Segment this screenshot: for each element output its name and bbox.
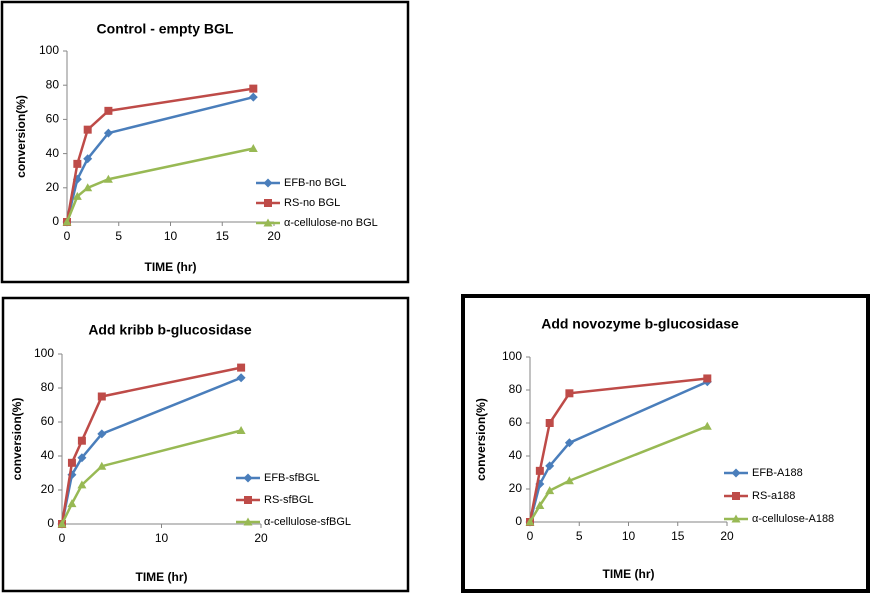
y-tick-label: 0 [52,214,59,228]
marker [67,499,77,508]
legend-label: α-cellulose-sfBGL [264,516,351,528]
marker [249,84,258,93]
marker [248,92,258,102]
y-tick-label: 20 [41,482,55,496]
marker [525,517,535,526]
y-tick-label: 20 [509,481,523,495]
legend-marker [263,178,273,188]
marker [535,466,544,475]
marker [97,461,107,470]
y-tick-label: 0 [515,514,522,528]
marker [83,154,93,164]
marker [62,217,72,226]
marker [77,480,87,489]
marker [67,458,76,467]
marker [564,438,574,448]
y-tick-label: 40 [41,448,55,462]
legend-label: RS-a188 [752,490,795,502]
x-tick-label: 5 [576,529,583,543]
x-tick-label: 5 [115,229,122,243]
marker [236,373,246,383]
marker [77,436,86,445]
y-tick-label: 80 [509,382,523,396]
x-tick-label: 0 [527,529,534,543]
marker [83,125,92,134]
marker [535,501,545,509]
chart-frame [0,0,410,284]
marker [72,191,82,200]
x-tick-label: 20 [254,531,268,545]
marker [57,519,67,528]
legend-label: EFB-no BGL [284,177,346,189]
marker [702,421,712,430]
y-tick-label: 60 [46,112,60,126]
marker [545,486,555,495]
x-axis-label: TIME (hr) [145,260,197,274]
y-tick-label: 100 [34,346,54,360]
legend-marker [264,199,272,207]
marker [545,461,555,471]
x-axis-label: TIME (hr) [603,567,655,581]
legend-marker [731,468,741,478]
marker [77,453,87,463]
x-tick-label: 15 [671,529,685,543]
x-tick-label: 20 [267,229,281,243]
x-tick-label: 0 [64,229,71,243]
legend-label: EFB-A188 [752,467,803,479]
y-axis-label: conversion(%) [10,398,24,481]
marker [83,183,93,192]
y-tick-label: 80 [46,77,60,91]
marker [237,363,246,372]
x-tick-label: 20 [720,529,734,543]
marker [564,476,574,485]
legend-marker [263,218,273,227]
y-axis-label: conversion(%) [474,398,488,481]
y-tick-label: 0 [47,516,54,530]
legend-label: RS-sfBGL [264,494,314,506]
marker [545,419,554,427]
marker [248,143,258,152]
legend-label: RS-no BGL [284,197,340,209]
x-axis-label: TIME (hr) [136,570,188,584]
legend-marker [732,492,740,500]
chart-title: Add kribb b-glucosidase [88,322,252,338]
x-tick-label: 0 [59,531,66,545]
chart-frame [1,296,410,593]
chart-title: Control - empty BGL [97,21,234,37]
marker [97,392,106,401]
legend-marker [731,514,741,523]
legend-label: α-cellulose-no BGL [284,217,378,229]
marker [103,128,113,138]
legend-marker [243,473,253,483]
marker [703,374,712,383]
x-tick-label: 10 [164,229,178,243]
y-tick-label: 60 [509,415,523,429]
marker [565,389,574,398]
legend-marker [244,496,252,504]
y-tick-label: 100 [502,349,522,363]
chart-title: Add novozyme b-glucosidase [541,316,739,332]
legend-label: EFB-sfBGL [264,472,320,484]
y-tick-label: 60 [41,414,55,428]
y-tick-label: 20 [46,180,60,194]
marker [103,174,113,183]
x-tick-label: 10 [622,529,636,543]
marker [73,159,82,168]
x-tick-label: 15 [216,229,230,243]
legend-marker [243,517,253,526]
marker [97,429,107,439]
legend-label: α-cellulose-A188 [752,513,834,525]
marker [104,106,113,115]
y-tick-label: 100 [39,43,59,57]
y-tick-label: 80 [41,380,55,394]
y-tick-label: 40 [509,448,523,462]
y-tick-label: 40 [46,146,60,160]
x-tick-label: 10 [155,531,169,545]
marker [236,426,246,434]
y-axis-label: conversion(%) [14,95,28,178]
